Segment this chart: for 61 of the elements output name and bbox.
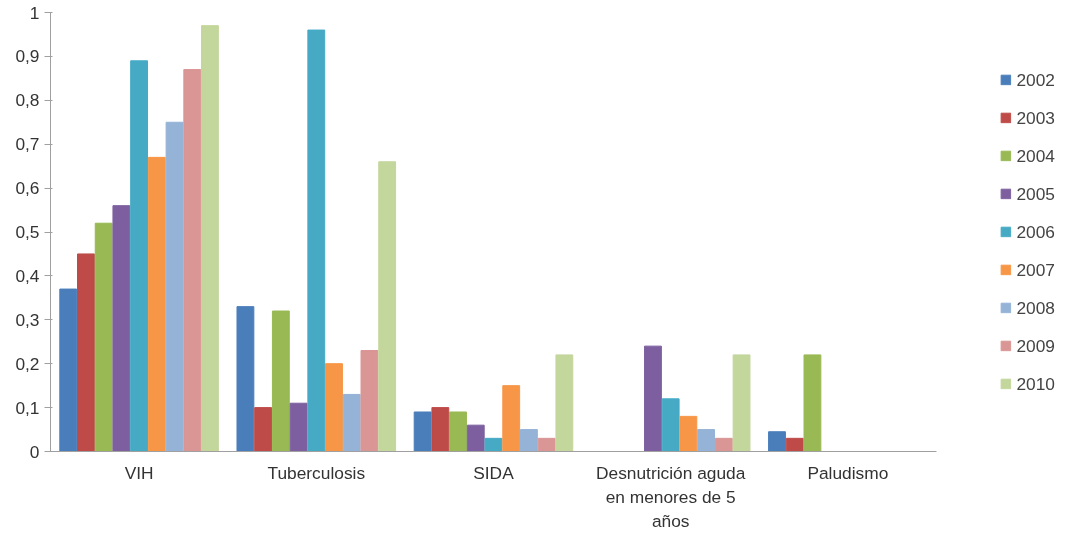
bar bbox=[413, 411, 432, 452]
y-tick-label: 0,9 bbox=[15, 46, 40, 67]
bar bbox=[271, 310, 290, 452]
y-tick-label: 0 bbox=[29, 441, 40, 462]
legend-label: 2010 bbox=[1016, 373, 1055, 394]
bar bbox=[236, 306, 255, 452]
x-tick-label: Paludismo bbox=[807, 462, 889, 483]
legend-label: 2002 bbox=[1016, 69, 1055, 90]
bar bbox=[679, 415, 698, 452]
y-tick-label: 0,8 bbox=[15, 90, 40, 111]
bar bbox=[785, 437, 804, 452]
bar bbox=[77, 253, 95, 452]
legend-label: 2005 bbox=[1016, 183, 1055, 204]
bar bbox=[112, 205, 131, 452]
bar bbox=[130, 60, 149, 452]
legend-label: 2006 bbox=[1016, 221, 1055, 242]
bar bbox=[201, 25, 219, 452]
legend-label: 2003 bbox=[1016, 107, 1055, 128]
bar bbox=[537, 437, 556, 452]
bar bbox=[732, 354, 751, 452]
bar bbox=[644, 345, 662, 452]
y-tick-label: 1 bbox=[29, 2, 40, 23]
bar bbox=[147, 156, 166, 452]
bar bbox=[360, 350, 379, 452]
bar bbox=[59, 288, 78, 452]
legend-label: 2007 bbox=[1016, 259, 1055, 280]
y-tick-label: 0,2 bbox=[15, 353, 40, 374]
bar bbox=[714, 437, 733, 452]
y-tick-label: 0,6 bbox=[15, 178, 40, 199]
bar bbox=[768, 431, 786, 452]
bar bbox=[183, 69, 202, 452]
bar bbox=[697, 429, 716, 452]
x-tick-label: Desnutrición aguda en menores de 5 años bbox=[596, 462, 746, 531]
bar bbox=[555, 354, 574, 452]
legend-label: 2004 bbox=[1016, 145, 1055, 166]
x-tick-label: VIH bbox=[124, 462, 154, 483]
legend-label: 2008 bbox=[1016, 297, 1055, 318]
bar bbox=[661, 398, 680, 452]
y-tick-label: 0,3 bbox=[15, 309, 40, 330]
bar bbox=[803, 354, 822, 452]
bar bbox=[94, 222, 113, 452]
y-tick-label: 0,1 bbox=[15, 397, 40, 418]
x-tick-label: Tuberculosis bbox=[267, 462, 366, 483]
bar bbox=[502, 385, 521, 452]
bar bbox=[378, 161, 397, 452]
bar bbox=[254, 407, 273, 452]
bar bbox=[484, 437, 503, 452]
bar bbox=[307, 29, 326, 452]
bar bbox=[165, 121, 184, 452]
bar bbox=[520, 429, 538, 452]
bar bbox=[289, 402, 308, 452]
y-tick-label: 0,4 bbox=[15, 265, 40, 286]
y-tick-label: 0,7 bbox=[15, 134, 40, 155]
bar bbox=[342, 393, 361, 452]
bar bbox=[431, 407, 450, 452]
legend-label: 2009 bbox=[1016, 335, 1055, 356]
bar bbox=[325, 363, 343, 452]
y-tick-label: 0,5 bbox=[15, 222, 40, 242]
x-tick-label: SIDA bbox=[473, 462, 515, 483]
bar bbox=[466, 424, 485, 452]
bar bbox=[449, 411, 467, 452]
